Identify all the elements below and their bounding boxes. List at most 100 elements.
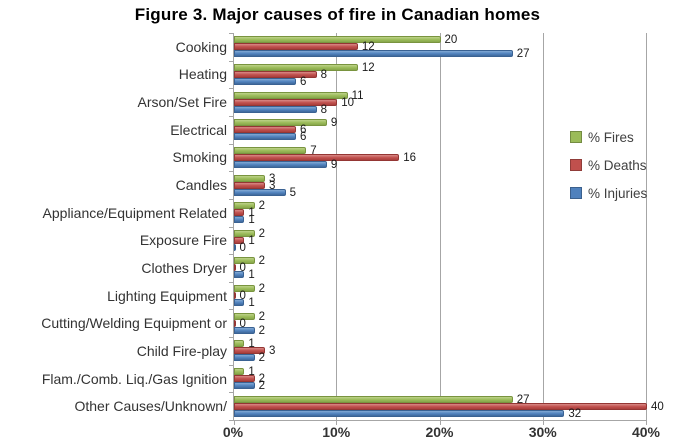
y-axis-tick xyxy=(229,88,234,90)
category-label: Cutting/Welding Equipment or xyxy=(41,315,227,332)
value-label: 16 xyxy=(403,151,416,164)
plot-area: 20 12 27 12 8 6 11 10 8 9 6 6 7 16 9 3 3 5 2 1 1 2 1 0 2 0 1 2 0 1 2 0 2… xyxy=(229,33,664,425)
bar-line: 6 xyxy=(234,75,647,88)
bar-fires xyxy=(234,229,255,237)
x-axis-tick xyxy=(646,420,647,425)
bar-line: 12 xyxy=(234,41,647,53)
value-label: 6 xyxy=(299,75,307,88)
bar-line: 3 xyxy=(234,172,647,185)
bar-injuries xyxy=(234,243,236,251)
category-label: Lighting Equipment xyxy=(107,287,227,304)
bar-line: 20 xyxy=(234,34,647,46)
bar-line: 9 xyxy=(234,117,647,129)
value-label: 2 xyxy=(258,380,266,393)
bar-deaths xyxy=(234,43,358,51)
y-axis-tick xyxy=(229,392,234,394)
value-label: 32 xyxy=(568,407,582,420)
bar-deaths xyxy=(234,153,400,161)
value-label: 2 xyxy=(258,283,266,296)
bar-deaths xyxy=(234,236,245,244)
bar-line: 2 xyxy=(234,200,647,212)
bar-deaths xyxy=(234,181,265,189)
bar-line: 2 xyxy=(234,380,647,393)
value-label: 1 xyxy=(248,338,255,351)
bar-fires xyxy=(234,340,245,348)
bar-group: 20 12 27 xyxy=(234,33,647,61)
bar-injuries xyxy=(234,105,317,113)
bar-deaths xyxy=(234,264,236,272)
bar-line: 0 xyxy=(234,290,647,302)
bar-line: 2 xyxy=(234,228,647,240)
bar-line: 8 xyxy=(234,68,647,81)
y-axis-tick xyxy=(229,364,234,366)
x-axis-tick xyxy=(439,420,441,425)
value-label: 2 xyxy=(258,373,266,386)
bar-fires xyxy=(234,36,441,44)
y-axis-tick xyxy=(229,171,234,173)
value-label: 27 xyxy=(516,48,530,61)
legend-label: % Deaths xyxy=(588,157,647,173)
category-label: Heating xyxy=(178,66,227,83)
y-axis-tick xyxy=(229,198,234,200)
value-label: 1 xyxy=(248,366,255,379)
bar-fires xyxy=(234,91,348,99)
value-label: 1 xyxy=(248,269,255,282)
bar-line: 3 xyxy=(234,345,647,357)
value-label: 3 xyxy=(268,172,276,185)
value-label: 8 xyxy=(320,68,327,81)
bar-group: 7 16 9 xyxy=(234,144,647,172)
gridline xyxy=(439,33,441,420)
bar-line: 32 xyxy=(234,407,647,420)
bar-line: 1 xyxy=(234,234,647,247)
category-label: Smoking xyxy=(172,149,227,166)
bar-line: 1 xyxy=(234,207,647,220)
bar-line: 0 xyxy=(234,262,647,274)
y-axis-tick xyxy=(229,337,234,339)
category-label: Cooking xyxy=(175,38,227,55)
x-axis-tick xyxy=(234,420,235,425)
value-label: 12 xyxy=(361,61,375,74)
y-axis-tick xyxy=(229,309,234,311)
bar-deaths xyxy=(234,209,245,217)
category-label: Other Causes/Unknown/ xyxy=(74,398,227,415)
value-label: 2 xyxy=(258,324,266,337)
bar-deaths xyxy=(234,319,236,327)
y-axis-tick xyxy=(229,281,234,283)
y-axis-tick xyxy=(229,226,234,228)
bar-fires xyxy=(234,63,358,71)
value-label: 2 xyxy=(258,352,266,365)
bar-fires xyxy=(234,285,255,293)
value-label: 1 xyxy=(248,207,255,220)
category-label: Appliance/Equipment Related xyxy=(42,204,227,221)
bar-injuries xyxy=(234,188,286,196)
bar-line: 2 xyxy=(234,373,647,386)
value-label: 1 xyxy=(248,234,255,247)
bar-line: 6 xyxy=(234,124,647,136)
bar-line: 3 xyxy=(234,180,647,192)
bar-injuries xyxy=(234,50,513,58)
bar-line: 1 xyxy=(234,338,647,351)
value-label: 1 xyxy=(248,214,255,227)
gridline xyxy=(542,33,544,420)
bar-line: 5 xyxy=(234,187,647,199)
x-axis-tick-label: 20% xyxy=(425,424,454,440)
bar-line: 7 xyxy=(234,145,647,157)
bar-line: 1 xyxy=(234,297,647,309)
legend-item: % Fires xyxy=(570,123,647,151)
bar-line: 40 xyxy=(234,401,664,413)
bar-line: 27 xyxy=(234,48,647,61)
bar-fires xyxy=(234,395,513,403)
bar-line: 1 xyxy=(234,366,647,379)
bar-injuries xyxy=(234,133,296,141)
bar-line: 2 xyxy=(234,352,647,365)
bar-injuries xyxy=(234,409,565,417)
category-label: Exposure Fire xyxy=(139,232,227,249)
bar-deaths xyxy=(234,347,265,355)
legend-swatch-icon xyxy=(570,187,582,199)
category-label: Flam./Comb. Liq./Gas Ignition xyxy=(41,370,227,387)
